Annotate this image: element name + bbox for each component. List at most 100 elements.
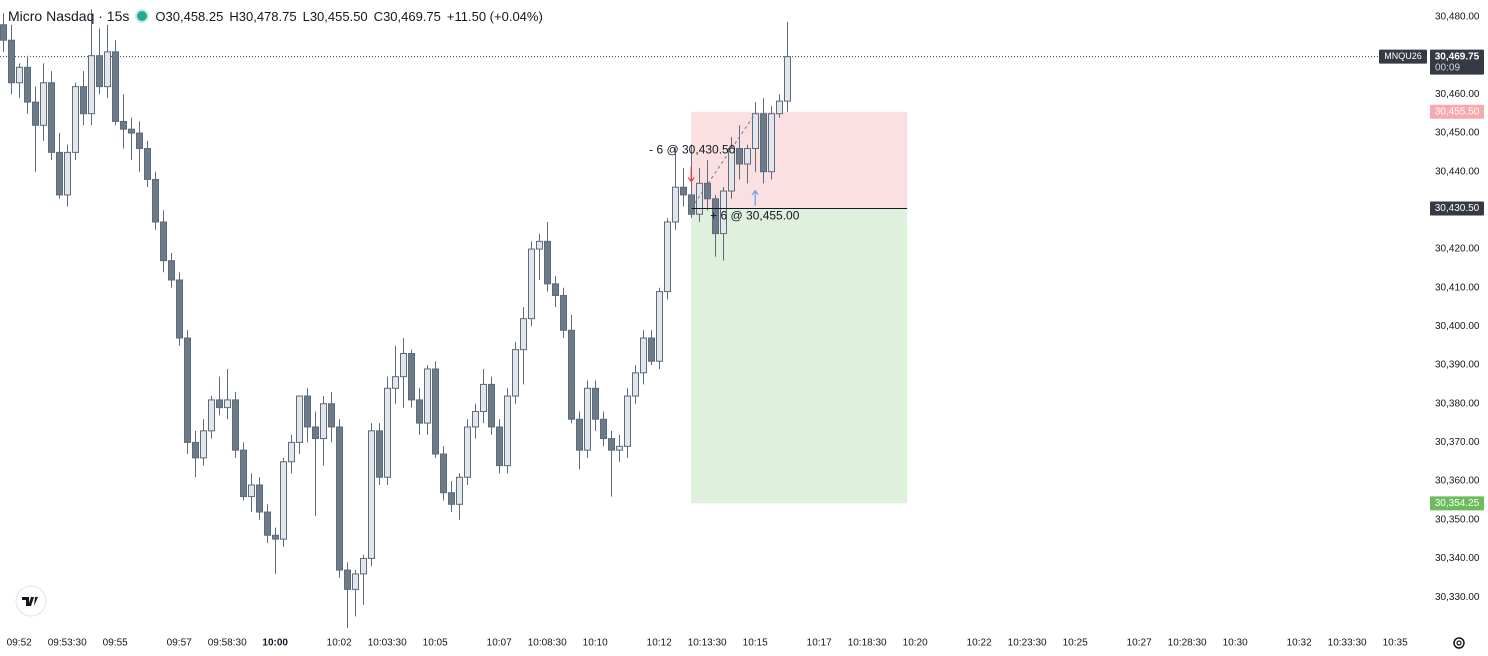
candle-body <box>136 132 143 150</box>
candle-body <box>736 148 743 165</box>
x-tick-label: 10:02 <box>327 638 352 649</box>
x-tick-label: 10:28:30 <box>1168 638 1207 649</box>
candle-body <box>320 403 327 440</box>
candle-body <box>400 352 407 378</box>
candle-body <box>96 55 103 88</box>
candle-body <box>160 221 167 262</box>
candle-body <box>656 291 663 362</box>
candle-body <box>528 248 535 320</box>
position-tool <box>0 56 1425 504</box>
candle-body <box>672 186 679 223</box>
candle-body <box>600 418 607 440</box>
candle-body <box>576 418 583 451</box>
candle-body <box>104 51 111 88</box>
candle-body <box>312 426 319 440</box>
target-price-box <box>1430 496 1484 511</box>
candle-body <box>200 430 207 459</box>
x-tick-label: 10:22 <box>967 638 992 649</box>
x-tick-label: 10:32 <box>1287 638 1312 649</box>
candle-body <box>696 182 703 215</box>
x-tick-label: 10:10 <box>583 638 608 649</box>
sell-arrow <box>687 166 695 183</box>
y-tick-label: 30,380.00 <box>1435 398 1480 409</box>
countdown: 00:09 <box>1435 62 1460 73</box>
candle-body <box>440 453 447 494</box>
x-tick-label: 10:15 <box>743 638 768 649</box>
candle-body <box>424 368 431 424</box>
candle-body <box>344 569 351 590</box>
candle-body <box>416 399 423 424</box>
candle-body <box>616 445 623 451</box>
x-tick-label: 09:57 <box>167 638 192 649</box>
legend-value: 30,478.75 <box>238 8 297 24</box>
stop-price-label: 30,455.50 <box>1435 106 1480 117</box>
candle-body <box>392 376 399 389</box>
candle-body <box>376 430 383 478</box>
candle-body <box>152 178 159 223</box>
candle-body <box>408 352 415 401</box>
x-tick-label: 10:30 <box>1223 638 1248 649</box>
candle-body <box>744 148 751 165</box>
candle-body <box>632 372 639 397</box>
candle-body <box>568 329 575 420</box>
entry-price-box <box>1430 201 1484 216</box>
y-tick-label: 30,460.00 <box>1435 89 1480 100</box>
candle-body <box>304 395 311 428</box>
candle-body <box>88 55 95 115</box>
candle-body <box>8 39 15 84</box>
candle-body <box>184 337 191 443</box>
candle-body <box>464 426 471 478</box>
candle-body <box>72 86 79 153</box>
candle-body <box>16 66 23 84</box>
candle-body <box>288 441 295 463</box>
candle-body <box>80 86 87 115</box>
symbol-title: Micro Nasdaq · 15s <box>8 8 130 24</box>
candle-body <box>40 82 47 126</box>
x-tick-label: 09:55 <box>103 638 128 649</box>
candle-body <box>0 24 7 41</box>
candle-body <box>248 484 255 498</box>
candle-body <box>776 100 783 115</box>
legend-change: +11.50 (+0.04%) <box>446 8 543 24</box>
candle-body <box>48 82 55 153</box>
candle-body <box>504 395 511 467</box>
x-tick-label: 10:08:30 <box>528 638 567 649</box>
candle-body <box>624 395 631 447</box>
candle-body <box>328 403 335 428</box>
candle-body <box>256 484 263 513</box>
legend-value: 30,458.25 <box>165 8 224 24</box>
candle-body <box>56 151 63 196</box>
market-status <box>137 11 148 21</box>
candle-body <box>712 198 719 235</box>
candle-body <box>640 337 647 374</box>
y-tick-label: 30,440.00 <box>1435 166 1480 177</box>
candle-body <box>592 387 599 420</box>
y-tick-label: 30,330.00 <box>1435 592 1480 603</box>
candle-body <box>720 190 727 235</box>
candle-body <box>64 151 71 196</box>
candle-body <box>32 101 39 126</box>
candle-body <box>384 387 391 478</box>
y-tick-label: 30,480.00 <box>1435 12 1480 23</box>
x-tick-label: 09:52 <box>7 638 32 649</box>
trade-connector <box>690 113 756 209</box>
x-tick-label: 10:33:30 <box>1328 638 1367 649</box>
x-tick-label: 10:12 <box>647 638 672 649</box>
candle-body <box>520 318 527 351</box>
trade-label: - 6 @ 30,430.50 <box>649 143 736 157</box>
legend-value: 30,469.75 <box>383 8 441 24</box>
candle-body <box>560 294 567 331</box>
settings-button[interactable] <box>1453 637 1465 649</box>
candle-body <box>488 383 495 428</box>
candle-body <box>480 383 487 412</box>
symbol-box <box>1379 49 1427 64</box>
candle-body <box>208 399 215 432</box>
candle-body <box>128 128 135 134</box>
x-tick-label: 10:23:30 <box>1008 638 1047 649</box>
last-price-label: 30,469.75 <box>1435 51 1480 62</box>
candle-body <box>608 438 615 451</box>
candle-body <box>120 120 127 130</box>
x-tick-label: 10:00 <box>262 638 288 649</box>
